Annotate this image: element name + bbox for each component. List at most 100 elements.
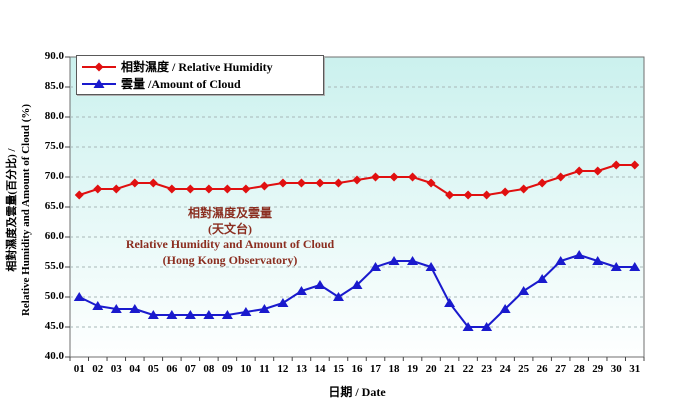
humidity-marker-diamond [167, 184, 177, 194]
cloud-marker-triangle [629, 262, 641, 271]
x-tick-label: 18 [388, 363, 400, 375]
cloud-marker-triangle [444, 298, 456, 307]
x-tick-label: 02 [92, 363, 104, 375]
x-tick-label: 14 [314, 363, 326, 375]
humidity-marker-diamond [574, 166, 584, 176]
y-tick-label: 50.0 [44, 290, 64, 302]
humidity-marker-diamond [463, 190, 473, 200]
x-tick-label: 15 [332, 363, 344, 375]
cloud-marker-triangle [351, 280, 363, 289]
humidity-marker-diamond [556, 172, 566, 182]
humidity-marker-diamond [482, 190, 492, 200]
y-tick-label: 90.0 [44, 50, 64, 62]
humidity-marker-diamond [519, 184, 529, 194]
cloud-marker-triangle [295, 286, 307, 295]
x-tick-label: 21 [444, 363, 456, 375]
humidity-marker-diamond [389, 172, 399, 182]
cloud-marker-triangle [388, 256, 400, 265]
legend-label: 雲量 /Amount of Cloud [121, 77, 241, 91]
x-tick-label: 30 [610, 363, 622, 375]
y-axis-title-chinese: 相對濕度及雲量(百分比) / [6, 148, 18, 272]
y-tick-label: 45.0 [44, 320, 64, 332]
humidity-marker-diamond [74, 190, 84, 200]
humidity-marker-diamond [222, 184, 232, 194]
humidity-marker-diamond [537, 178, 547, 188]
x-tick-label: 10 [240, 363, 252, 375]
x-tick-label: 26 [536, 363, 548, 375]
cloud-marker-triangle [499, 304, 511, 313]
y-tick-label: 70.0 [44, 170, 64, 182]
x-tick-label: 13 [295, 363, 307, 375]
cloud-marker-triangle [221, 310, 233, 319]
cloud-marker-triangle [462, 322, 474, 331]
cloud-marker-triangle [370, 262, 382, 271]
humidity-marker-diamond [500, 187, 510, 197]
cloud-marker-triangle [258, 304, 270, 313]
humidity-marker-diamond [93, 184, 103, 194]
x-tick-label: 22 [462, 363, 474, 375]
x-tick-label: 29 [592, 363, 604, 375]
humidity-marker-diamond [352, 175, 362, 185]
x-tick-label: 19 [407, 363, 419, 375]
x-tick-label: 11 [259, 363, 270, 375]
cloud-marker-triangle [592, 256, 604, 265]
humidity-marker-diamond [278, 178, 288, 188]
x-tick-label: 20 [425, 363, 437, 375]
x-tick-label: 23 [481, 363, 493, 375]
x-tick-label: 25 [518, 363, 530, 375]
humidity-marker-diamond [611, 160, 621, 170]
cloud-marker-triangle [518, 286, 530, 295]
humidity-marker-diamond [426, 178, 436, 188]
humidity-marker-diamond [371, 172, 381, 182]
cloud-marker-triangle [129, 304, 141, 313]
cloud-marker-triangle [73, 292, 85, 301]
humidity-marker-diamond [445, 190, 455, 200]
x-tick-label: 24 [499, 363, 511, 375]
x-tick-label: 01 [73, 363, 85, 375]
humidity-marker-diamond [259, 181, 269, 191]
y-tick-label: 65.0 [44, 200, 64, 212]
y-tick-label: 55.0 [44, 260, 64, 272]
humidity-marker-diamond [630, 160, 640, 170]
cloud-marker-triangle [166, 310, 178, 319]
humidity-marker-diamond [185, 184, 195, 194]
annotation-line: Relative Humidity and Amount of Cloud [125, 237, 335, 251]
cloud-marker-triangle [314, 280, 326, 289]
x-tick-label: 07 [184, 363, 196, 375]
annotation-line: (天文台) [208, 221, 252, 236]
cloud-marker-triangle [573, 250, 585, 259]
humidity-marker-diamond [408, 172, 418, 182]
cloud-marker-triangle [407, 256, 419, 265]
x-tick-label: 31 [629, 363, 641, 375]
legend: 相對濕度 / Relative Humidity 雲量 /Amount of Cl… [76, 55, 324, 95]
y-tick-label: 80.0 [44, 110, 64, 122]
y-tick-label: 75.0 [44, 140, 64, 152]
x-tick-label: 04 [129, 363, 141, 375]
diamond-marker-icon [82, 62, 116, 71]
cloud-marker-triangle [240, 307, 252, 316]
legend-item-cloud: 雲量 /Amount of Cloud [77, 75, 323, 92]
cloud-marker-triangle [332, 292, 344, 301]
x-tick-label: 28 [573, 363, 585, 375]
humidity-marker-diamond [296, 178, 306, 188]
humidity-marker-diamond [204, 184, 214, 194]
cloud-marker-triangle [203, 310, 215, 319]
plot-background [69, 56, 645, 358]
cloud-marker-triangle [481, 322, 493, 331]
y-tick-label: 40.0 [44, 350, 64, 362]
cloud-marker-triangle [425, 262, 437, 271]
x-tick-label: 17 [370, 363, 382, 375]
humidity-marker-diamond [315, 178, 325, 188]
annotation-line: 相對濕度及雲量 [187, 206, 272, 220]
y-tick-label: 85.0 [44, 80, 64, 92]
y-tick-label: 60.0 [44, 230, 64, 242]
x-tick-label: 05 [147, 363, 159, 375]
x-tick-label: 08 [203, 363, 215, 375]
cloud-marker-triangle [610, 262, 622, 271]
humidity-marker-diamond [593, 166, 603, 176]
humidity-marker-diamond [130, 178, 140, 188]
cloud-marker-triangle [277, 298, 289, 307]
humidity-marker-diamond [241, 184, 251, 194]
x-tick-label: 09 [221, 363, 233, 375]
